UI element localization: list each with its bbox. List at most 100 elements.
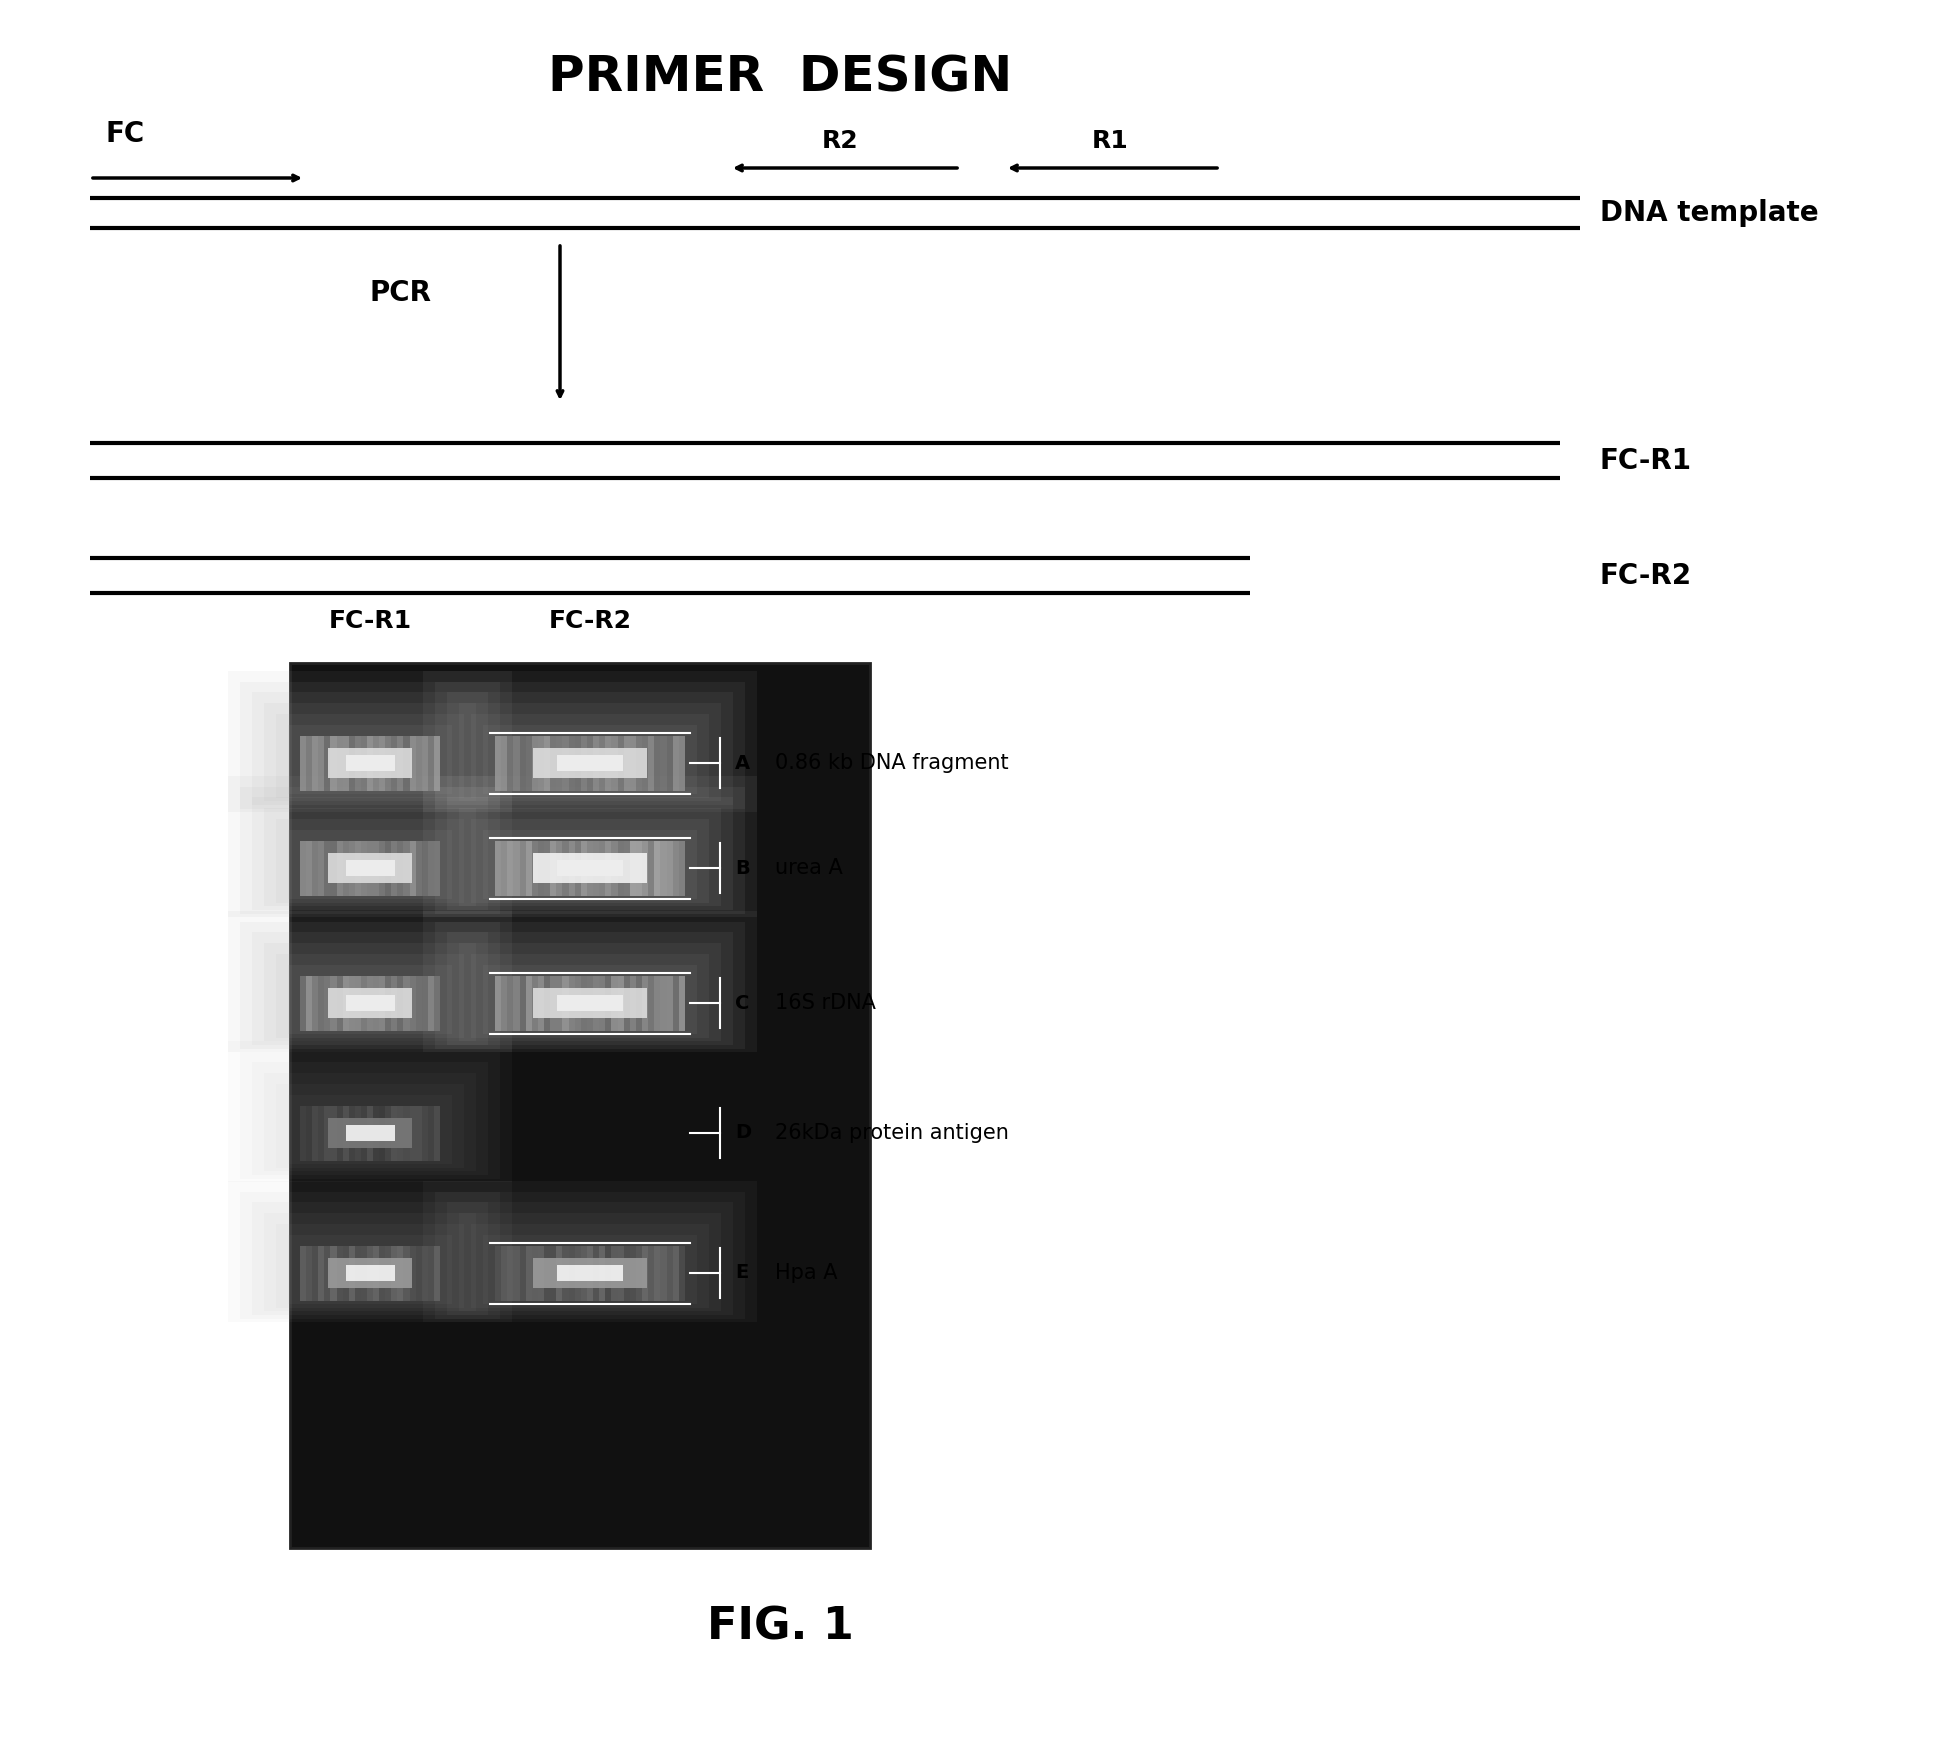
Bar [385, 976, 390, 1030]
Bar [301, 736, 306, 791]
Bar [373, 1246, 379, 1300]
Bar [416, 976, 422, 1030]
Bar [240, 1051, 500, 1178]
Bar [648, 840, 654, 896]
Bar [502, 840, 508, 896]
Bar [519, 976, 525, 1030]
Text: PCR: PCR [371, 279, 431, 307]
Bar [545, 976, 550, 1030]
Bar [416, 1246, 422, 1300]
Bar [519, 840, 525, 896]
Bar [599, 736, 605, 791]
Bar [447, 1203, 734, 1314]
Bar [433, 1105, 439, 1161]
Bar [398, 736, 404, 791]
Bar [636, 1246, 642, 1300]
Bar [336, 736, 344, 791]
Text: FC-R2: FC-R2 [1601, 561, 1692, 589]
Bar [312, 736, 318, 791]
Bar [605, 1246, 611, 1300]
Bar [379, 1105, 385, 1161]
Bar [379, 976, 385, 1030]
Bar [533, 1258, 646, 1288]
Bar [424, 910, 757, 1053]
Bar [390, 1246, 398, 1300]
Bar [367, 840, 373, 896]
Bar [385, 840, 390, 896]
Bar [349, 1105, 355, 1161]
Bar [349, 976, 355, 1030]
Bar [625, 1246, 630, 1300]
Bar [367, 976, 373, 1030]
Bar [593, 976, 599, 1030]
Bar [588, 1246, 593, 1300]
Bar [513, 1246, 519, 1300]
Bar [306, 840, 312, 896]
Bar [312, 840, 318, 896]
Bar [275, 819, 465, 903]
Bar [318, 976, 324, 1030]
Bar [533, 852, 646, 884]
Bar [336, 840, 344, 896]
Bar [301, 1246, 306, 1300]
Bar [531, 1246, 539, 1300]
Text: PRIMER  DESIGN: PRIMER DESIGN [549, 52, 1013, 101]
Bar [312, 1105, 318, 1161]
Bar [539, 1246, 545, 1300]
Bar [648, 736, 654, 791]
Bar [404, 1105, 410, 1161]
Bar [539, 976, 545, 1030]
Bar [416, 736, 422, 791]
Bar [373, 736, 379, 791]
Bar [593, 736, 599, 791]
Bar [252, 933, 488, 1044]
Bar [330, 1246, 336, 1300]
Bar [289, 725, 453, 795]
Bar [390, 736, 398, 791]
Bar [404, 736, 410, 791]
Bar [422, 736, 427, 791]
Bar [240, 1192, 500, 1318]
Bar [398, 840, 404, 896]
Bar [582, 1246, 588, 1300]
Bar [447, 797, 734, 910]
Bar [349, 1246, 355, 1300]
Bar [556, 859, 623, 877]
Bar [344, 736, 349, 791]
Bar [433, 736, 439, 791]
Bar [373, 976, 379, 1030]
Bar [264, 1074, 476, 1171]
Bar [582, 976, 588, 1030]
Bar [556, 1246, 562, 1300]
Bar [252, 797, 488, 910]
Bar [264, 943, 476, 1041]
Bar [404, 1246, 410, 1300]
Bar [344, 976, 349, 1030]
Bar [545, 1246, 550, 1300]
Bar [660, 976, 668, 1030]
Bar [648, 1246, 654, 1300]
Bar [630, 1246, 636, 1300]
Bar [424, 1180, 757, 1323]
Bar [330, 1105, 336, 1161]
Bar [556, 1265, 623, 1281]
Bar [574, 976, 582, 1030]
Bar [673, 840, 679, 896]
Bar [264, 1213, 476, 1311]
Bar [599, 840, 605, 896]
Text: FC: FC [105, 120, 144, 148]
Bar [275, 1084, 465, 1168]
Bar [574, 736, 582, 791]
Text: FC-R1: FC-R1 [1601, 446, 1692, 474]
Bar [312, 976, 318, 1030]
Bar [306, 736, 312, 791]
Bar [648, 976, 654, 1030]
Text: A: A [736, 753, 750, 772]
Bar [556, 736, 562, 791]
Bar [228, 776, 511, 917]
Bar [459, 1213, 720, 1311]
Bar [482, 830, 697, 899]
Bar [228, 1041, 511, 1182]
Bar [379, 736, 385, 791]
Bar [568, 736, 574, 791]
